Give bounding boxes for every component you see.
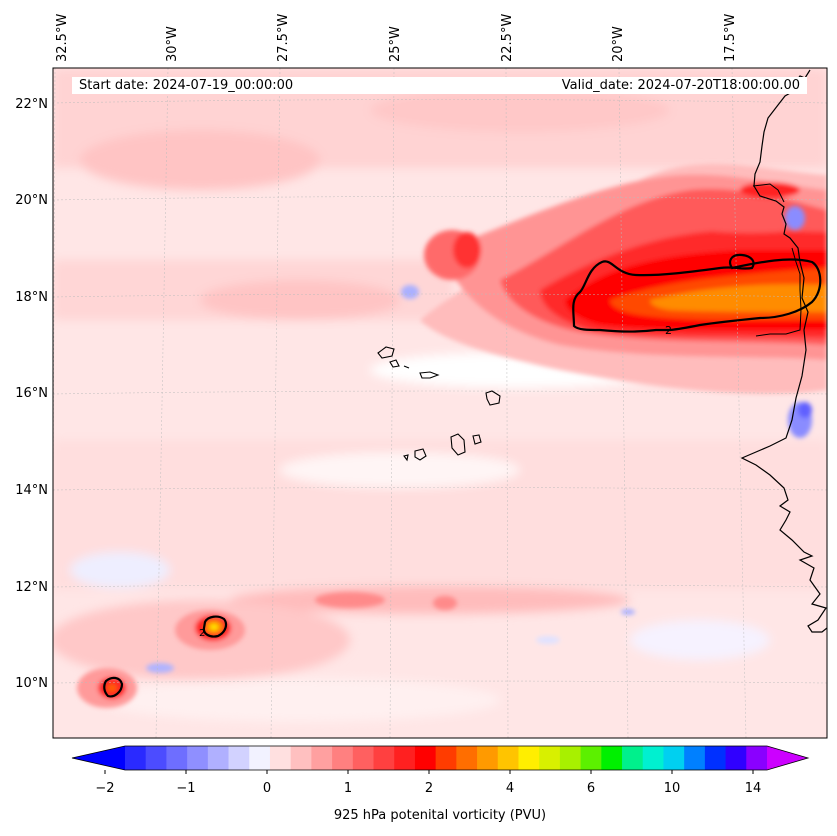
colorbar-swatch	[746, 746, 768, 770]
colorbar-tick-0: 0	[262, 781, 272, 796]
lon-label-22-5w: 22.5°W	[500, 13, 515, 62]
colorbar-swatch	[352, 746, 375, 770]
colorbar-swatch	[622, 746, 644, 770]
lon-label-32-5w: 32.5°W	[55, 13, 70, 62]
contour-label-main: 2	[665, 324, 672, 337]
lon-label-17-5w: 17.5°W	[723, 13, 738, 62]
colorbar-min-extend	[72, 746, 125, 770]
colorbar-swatch	[684, 746, 706, 770]
colorbar-swatch	[187, 746, 209, 770]
colorbar-swatch	[228, 746, 250, 770]
colorbar-swatch	[456, 746, 478, 770]
lat-label-14n: 14°N	[15, 483, 48, 498]
western-sahara-border	[752, 183, 785, 203]
colorbar-swatch	[125, 746, 147, 770]
colorbar-swatch	[518, 746, 540, 770]
lat-label-10n: 10°N	[15, 676, 48, 691]
lat-label-18n: 18°N	[15, 290, 48, 305]
contour-label-vortex: 2	[199, 628, 205, 639]
lat-label-22n: 22°N	[15, 97, 48, 112]
colorbar-tick-4: 4	[505, 781, 515, 796]
pv-2-contours	[103, 253, 822, 698]
lat-label-12n: 12°N	[15, 580, 48, 595]
colorbar-outline	[71, 745, 810, 771]
colorbar-tick-neg1: −1	[176, 781, 196, 796]
colorbar-swatch	[394, 746, 416, 770]
colorbar-swatch	[145, 746, 167, 770]
colorbar-swatch	[601, 746, 623, 770]
colorbar-swatch	[642, 746, 664, 770]
valid-date-text: Valid_date: 2024-07-20T18:00:00.00	[561, 78, 800, 93]
lat-label-16n: 16°N	[15, 386, 48, 401]
colorbar-label: 925 hPa potenital vorticity (PVU)	[333, 808, 547, 823]
lon-label-30w: 30°W	[165, 26, 180, 62]
colorbar	[71, 745, 810, 774]
colorbar-swatch	[725, 746, 747, 770]
colorbar-max-extend	[767, 746, 808, 770]
lon-label-20w: 20°W	[611, 26, 626, 62]
colorbar-swatch	[207, 746, 230, 770]
colorbar-swatch	[435, 746, 457, 770]
colorbar-swatch	[559, 746, 582, 770]
colorbar-swatch	[290, 746, 312, 770]
pv-field: 2 2	[53, 68, 827, 738]
map-frame	[52, 67, 828, 739]
lon-label-27-5w: 27.5°W	[276, 13, 291, 62]
colorbar-swatch	[249, 746, 271, 770]
colorbar-swatch	[497, 746, 519, 770]
info-banner: Start date: 2024-07-19_00:00:00 Valid_da…	[72, 77, 807, 94]
start-date-text: Start date: 2024-07-19_00:00:00	[79, 78, 294, 93]
colorbar-tick-6: 6	[586, 781, 596, 796]
colorbar-swatch	[166, 746, 188, 770]
colorbar-tick-neg2: −2	[95, 781, 115, 796]
colorbar-tick-14: 14	[744, 781, 762, 796]
colorbar-swatch	[580, 746, 602, 770]
colorbar-swatch	[269, 746, 292, 770]
colorbar-swatch	[332, 746, 354, 770]
cape-verde-islands	[377, 346, 501, 462]
lat-label-20n: 20°N	[15, 193, 48, 208]
african-coastline	[740, 69, 827, 633]
colorbar-tick-10: 10	[663, 781, 681, 796]
lon-label-25w: 25°W	[388, 26, 403, 62]
colorbar-swatch	[663, 746, 685, 770]
colorbar-swatch	[477, 746, 499, 770]
colorbar-tick-2: 2	[424, 781, 434, 796]
colorbar-swatch	[539, 746, 561, 770]
colorbar-tick-1: 1	[343, 781, 353, 796]
colorbar-swatch	[373, 746, 395, 770]
colorbar-swatch	[704, 746, 727, 770]
colorbar-swatch	[311, 746, 333, 770]
colorbar-swatch	[414, 746, 437, 770]
